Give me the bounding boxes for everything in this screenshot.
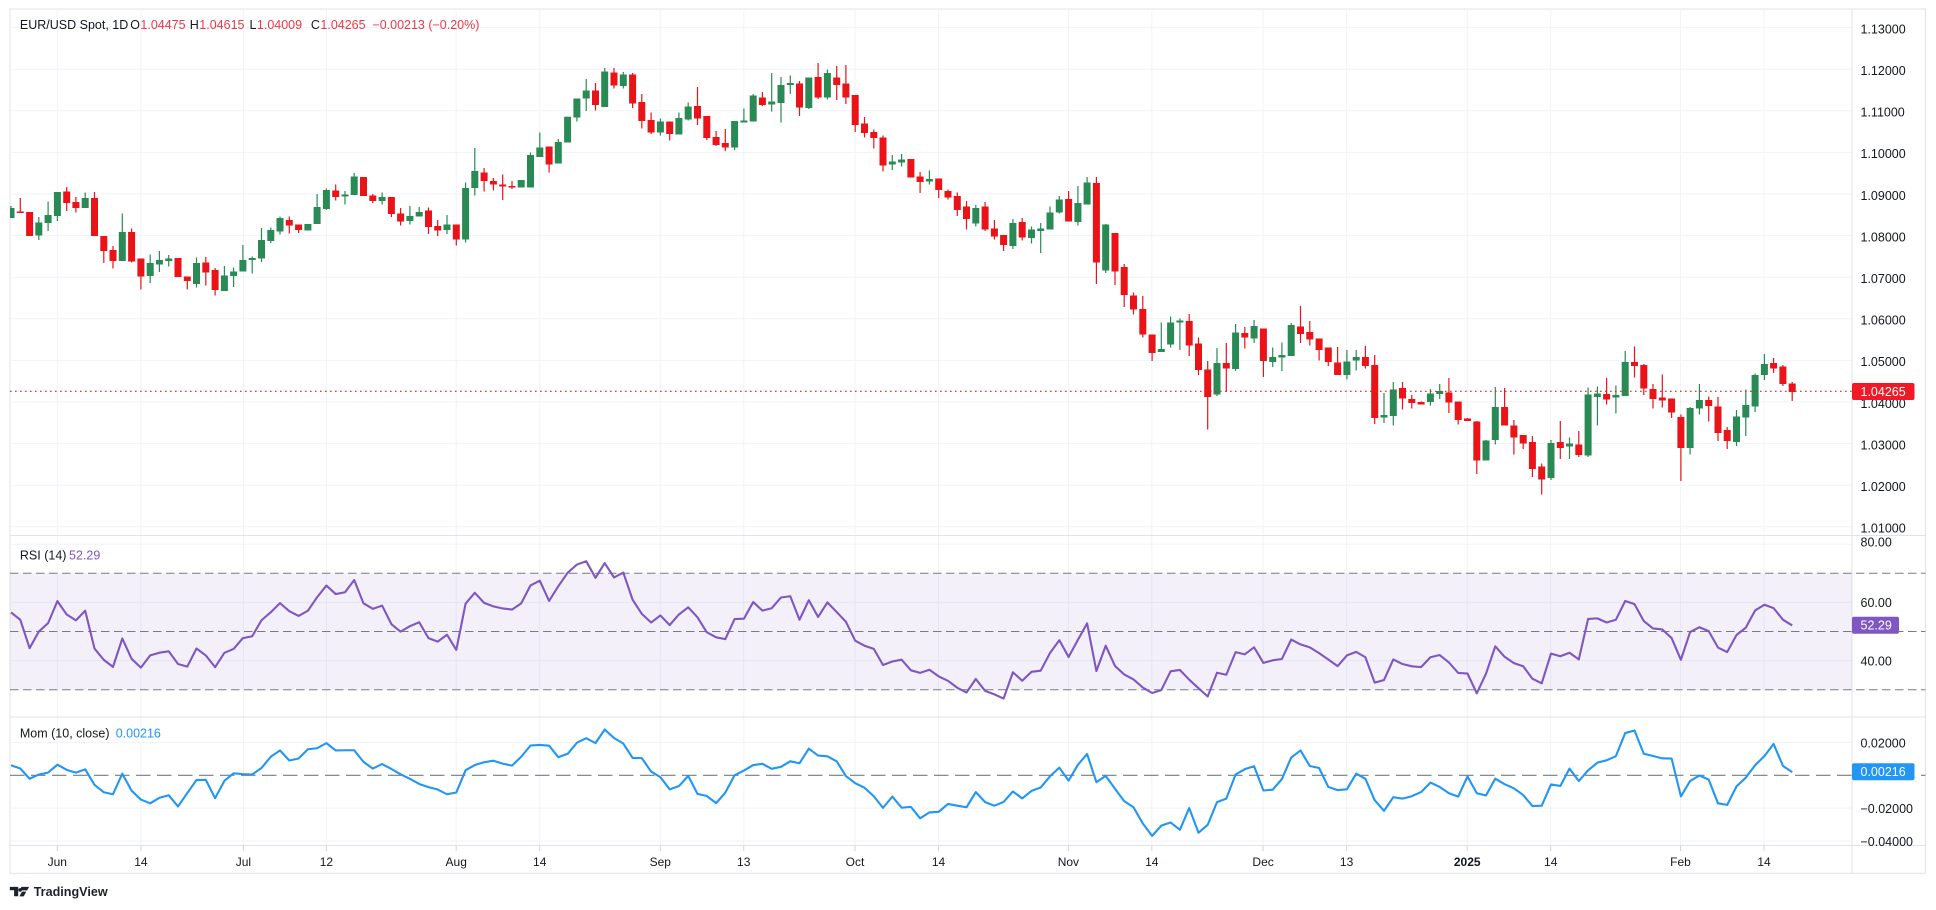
- svg-text:TradingView: TradingView: [34, 885, 108, 899]
- svg-text:0.00216: 0.00216: [1861, 765, 1906, 779]
- svg-text:52.29: 52.29: [69, 549, 100, 563]
- svg-text:1.01000: 1.01000: [1861, 522, 1906, 536]
- svg-text:12: 12: [320, 855, 334, 869]
- svg-text:C: C: [311, 18, 320, 32]
- svg-text:Dec: Dec: [1252, 855, 1273, 869]
- svg-text:14: 14: [1757, 855, 1771, 869]
- svg-text:52.29: 52.29: [1861, 619, 1892, 633]
- svg-text:80.00: 80.00: [1861, 536, 1892, 550]
- svg-text:1.04615: 1.04615: [199, 18, 244, 32]
- svg-text:1.04265: 1.04265: [320, 18, 365, 32]
- svg-text:Feb: Feb: [1670, 855, 1691, 869]
- svg-text:2025: 2025: [1454, 855, 1481, 869]
- svg-text:1.04009: 1.04009: [257, 18, 302, 32]
- svg-text:O: O: [130, 18, 140, 32]
- svg-text:1.04475: 1.04475: [140, 18, 185, 32]
- svg-text:EUR/USD Spot, 1D: EUR/USD Spot, 1D: [20, 18, 128, 32]
- svg-text:0.00216: 0.00216: [116, 726, 161, 740]
- svg-text:−0.04000: −0.04000: [1861, 835, 1914, 849]
- svg-text:1.04000: 1.04000: [1861, 397, 1906, 411]
- svg-text:1.02000: 1.02000: [1861, 480, 1906, 494]
- svg-text:14: 14: [1544, 855, 1558, 869]
- svg-text:0.02000: 0.02000: [1861, 736, 1906, 750]
- svg-text:13: 13: [737, 855, 751, 869]
- svg-text:1.03000: 1.03000: [1861, 438, 1906, 452]
- svg-text:14: 14: [134, 855, 148, 869]
- svg-text:Mom (10, close): Mom (10, close): [20, 726, 110, 740]
- svg-text:1.09000: 1.09000: [1861, 189, 1906, 203]
- svg-text:14: 14: [932, 855, 946, 869]
- svg-text:Aug: Aug: [446, 855, 467, 869]
- svg-text:40.00: 40.00: [1861, 654, 1892, 668]
- svg-text:Jul: Jul: [236, 855, 251, 869]
- svg-text:L: L: [250, 18, 257, 32]
- svg-text:RSI (14): RSI (14): [20, 549, 67, 563]
- svg-text:Jun: Jun: [48, 855, 67, 869]
- svg-text:H: H: [190, 18, 199, 32]
- svg-text:1.06000: 1.06000: [1861, 314, 1906, 328]
- svg-text:60.00: 60.00: [1861, 596, 1892, 610]
- svg-text:1.11000: 1.11000: [1861, 106, 1905, 120]
- svg-text:1.08000: 1.08000: [1861, 230, 1906, 244]
- svg-text:−0.00213 (−0.20%): −0.00213 (−0.20%): [372, 18, 479, 32]
- svg-text:Oct: Oct: [846, 855, 865, 869]
- svg-text:14: 14: [533, 855, 547, 869]
- svg-text:1.12000: 1.12000: [1861, 64, 1906, 78]
- svg-text:Nov: Nov: [1058, 855, 1079, 869]
- svg-text:Sep: Sep: [650, 855, 672, 869]
- svg-text:1.04265: 1.04265: [1861, 385, 1906, 399]
- svg-text:1.13000: 1.13000: [1861, 22, 1906, 36]
- svg-text:13: 13: [1340, 855, 1354, 869]
- svg-text:1.07000: 1.07000: [1861, 272, 1906, 286]
- svg-text:1.10000: 1.10000: [1861, 147, 1906, 161]
- svg-text:14: 14: [1145, 855, 1159, 869]
- svg-text:−0.02000: −0.02000: [1861, 802, 1914, 816]
- svg-text:1.05000: 1.05000: [1861, 355, 1906, 369]
